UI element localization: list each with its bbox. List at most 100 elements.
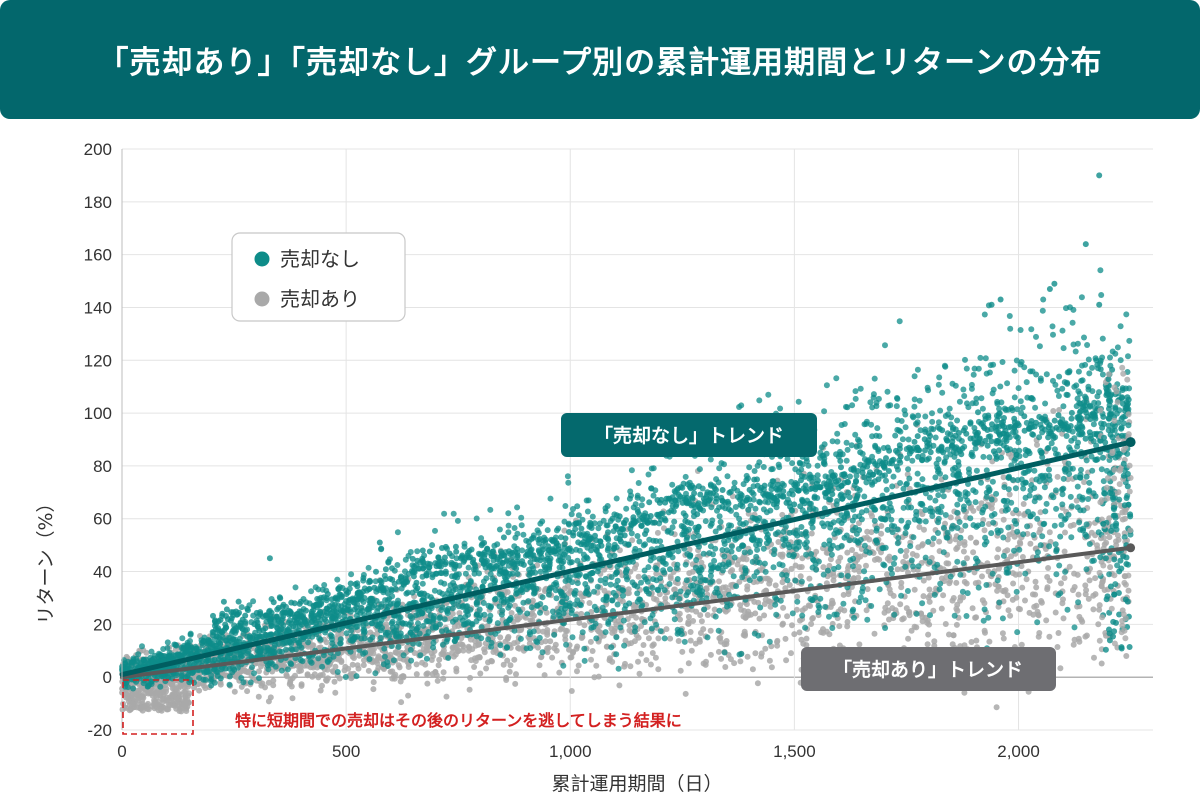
sale-point bbox=[930, 607, 937, 614]
sale-point bbox=[953, 579, 960, 586]
sale-point bbox=[1065, 476, 1071, 483]
no-sale-point bbox=[843, 457, 850, 464]
no-sale-point bbox=[583, 554, 590, 561]
no-sale-point bbox=[634, 590, 641, 597]
no-sale-point bbox=[851, 537, 858, 544]
sale-point bbox=[1082, 582, 1089, 589]
no-sale-point bbox=[858, 516, 865, 523]
no-sale-point bbox=[979, 405, 986, 412]
sale-point bbox=[538, 653, 545, 660]
no-sale-point bbox=[935, 381, 942, 388]
sale-point bbox=[636, 670, 643, 677]
sale-point bbox=[398, 699, 405, 706]
sale-point bbox=[752, 650, 759, 657]
sale-point bbox=[981, 527, 988, 534]
no-sale-point bbox=[869, 503, 875, 510]
no-sale-point bbox=[537, 609, 543, 616]
no-sale-point bbox=[712, 613, 719, 620]
sale-point bbox=[361, 657, 367, 664]
no-sale-point bbox=[416, 630, 423, 637]
sale-point bbox=[1010, 580, 1017, 587]
no-sale-point bbox=[962, 522, 969, 529]
sale-point bbox=[1037, 509, 1044, 516]
no-sale-point bbox=[789, 610, 796, 617]
sale-point bbox=[820, 564, 827, 571]
sale-point bbox=[717, 638, 724, 645]
no-sale-point bbox=[621, 642, 628, 649]
sale-point bbox=[950, 595, 957, 601]
sale-point bbox=[456, 610, 463, 617]
sale-point bbox=[1114, 532, 1121, 539]
sale-point bbox=[981, 627, 988, 634]
no-sale-point bbox=[702, 577, 709, 584]
sale-point bbox=[761, 612, 768, 619]
no-sale-point bbox=[1097, 267, 1104, 274]
sale-point bbox=[443, 693, 450, 700]
no-sale-point bbox=[372, 670, 379, 677]
sale-point bbox=[336, 675, 343, 682]
sale-point bbox=[1054, 644, 1061, 650]
sale-point bbox=[1045, 565, 1052, 571]
no-sale-point bbox=[1020, 485, 1027, 492]
sale-point bbox=[766, 580, 773, 587]
no-sale-point bbox=[1064, 379, 1070, 386]
no-sale-point bbox=[1066, 369, 1072, 376]
sale-point bbox=[926, 586, 933, 593]
sale-point bbox=[367, 646, 374, 653]
no-sale-point bbox=[1060, 345, 1067, 352]
no-sale-point bbox=[413, 625, 420, 632]
sale-point bbox=[736, 578, 743, 585]
no-sale-point bbox=[957, 534, 964, 541]
sale-point bbox=[731, 660, 738, 667]
sale-point bbox=[1082, 591, 1089, 598]
no-sale-point bbox=[518, 522, 525, 529]
no-sale-point bbox=[1061, 466, 1068, 473]
no-sale-point bbox=[978, 479, 984, 486]
no-sale-point bbox=[334, 669, 341, 675]
no-sale-point bbox=[1078, 294, 1085, 301]
no-sale-point bbox=[284, 666, 291, 673]
no-sale-point bbox=[752, 505, 759, 512]
no-sale-point bbox=[960, 503, 967, 510]
sale-point bbox=[398, 674, 405, 681]
no-sale-point bbox=[1092, 493, 1099, 500]
sale-point bbox=[452, 651, 459, 658]
sale-point bbox=[1060, 596, 1066, 603]
no-sale-point bbox=[585, 497, 592, 504]
no-sale-point bbox=[1017, 327, 1024, 333]
sale-point bbox=[304, 671, 311, 678]
sale-point bbox=[504, 657, 511, 664]
no-sale-point bbox=[823, 382, 830, 389]
no-sale-point bbox=[858, 509, 865, 516]
sale-point bbox=[332, 689, 339, 696]
sale-point bbox=[635, 658, 641, 665]
sale-point bbox=[611, 628, 618, 635]
no-sale-point bbox=[838, 520, 845, 526]
no-sale-point bbox=[667, 566, 673, 573]
no-sale-point bbox=[278, 667, 285, 674]
no-sale-point bbox=[906, 475, 913, 482]
no-sale-point bbox=[893, 403, 900, 410]
no-sale-point bbox=[902, 563, 909, 570]
sale-point bbox=[1098, 583, 1105, 589]
no-sale-point bbox=[1095, 529, 1102, 536]
no-sale-point bbox=[1039, 533, 1046, 540]
no-sale-point bbox=[963, 365, 970, 372]
sale-point bbox=[1091, 654, 1097, 661]
no-sale-point bbox=[389, 593, 396, 600]
sale-point bbox=[476, 654, 483, 661]
sale-point bbox=[317, 672, 324, 679]
sale-point bbox=[1046, 633, 1053, 640]
sale-point bbox=[953, 621, 960, 628]
no-sale-point bbox=[733, 583, 740, 590]
no-sale-point bbox=[1107, 354, 1113, 361]
no-sale-point bbox=[441, 510, 448, 517]
no-sale-point bbox=[972, 489, 979, 495]
sale-point bbox=[317, 687, 324, 694]
no-sale-point bbox=[562, 578, 569, 584]
no-sale-point bbox=[856, 599, 863, 605]
sale-point bbox=[794, 593, 801, 600]
sale-point bbox=[925, 631, 932, 638]
sale-point bbox=[645, 635, 652, 642]
